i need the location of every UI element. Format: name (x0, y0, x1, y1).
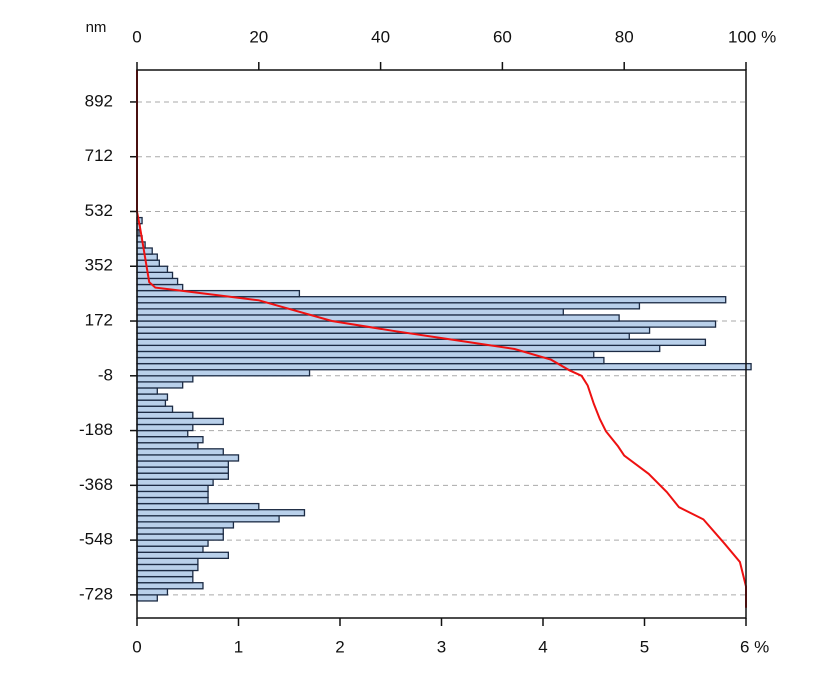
bar (136, 332, 630, 340)
bar (136, 551, 229, 560)
bar (136, 411, 194, 420)
bar (136, 375, 194, 383)
bar (136, 296, 727, 304)
bar (136, 308, 564, 316)
bar (136, 472, 229, 480)
x2-tick-label: 100 % (728, 27, 776, 46)
bar (136, 253, 158, 261)
bar (136, 460, 229, 468)
bar (136, 521, 235, 529)
bar (136, 369, 311, 377)
bar (136, 436, 204, 444)
bar (136, 387, 158, 395)
x-tick-label: 6 % (740, 637, 769, 656)
bar (136, 381, 184, 389)
bar (136, 575, 194, 584)
bar (136, 533, 224, 541)
x2-tick-label: 40 (371, 27, 390, 46)
bar (136, 265, 169, 273)
x-tick-label: 0 (132, 637, 141, 656)
bar (136, 527, 224, 535)
y-tick-label: -728 (79, 584, 113, 603)
y-tick-label: -8 (98, 365, 113, 384)
bar (136, 417, 224, 426)
x2-tick-label: 20 (249, 27, 268, 46)
bar (136, 405, 174, 413)
y-tick-label: 172 (85, 311, 113, 330)
y-tick-label: 352 (85, 256, 113, 275)
bar (136, 502, 260, 511)
bar (136, 545, 204, 553)
bar (136, 259, 160, 267)
y-tick-label: 532 (85, 201, 113, 220)
bar (136, 490, 209, 499)
bar (136, 588, 169, 596)
bar (136, 314, 620, 322)
bar (136, 423, 194, 432)
bar (136, 515, 280, 523)
bar (136, 448, 224, 456)
bar (136, 496, 209, 505)
y-tick-label: -548 (79, 530, 113, 549)
bar (136, 484, 209, 493)
bar (136, 393, 169, 401)
cumulative-line (136, 70, 747, 608)
y-axis-label: nm (86, 19, 107, 36)
x2-tick-label: 80 (615, 27, 634, 46)
bar (136, 466, 229, 474)
bar (136, 356, 605, 365)
x-tick-label: 2 (335, 637, 344, 656)
bar (136, 478, 214, 486)
y-tick-label: -368 (79, 475, 113, 494)
y-tick-label: 712 (85, 146, 113, 165)
y-tick-label: 892 (85, 91, 113, 110)
x-tick-label: 5 (640, 637, 649, 656)
bar (136, 509, 306, 517)
x2-tick-label: 0 (132, 27, 141, 46)
bar (136, 563, 199, 572)
y-tick-label: -188 (79, 420, 113, 439)
bar (136, 582, 204, 590)
bar (136, 569, 194, 578)
bar (136, 539, 209, 547)
bar (136, 594, 158, 602)
x-tick-label: 1 (234, 637, 243, 656)
bar (136, 454, 240, 462)
bar (136, 429, 189, 438)
x2-tick-label: 60 (493, 27, 512, 46)
x-tick-label: 3 (437, 637, 446, 656)
bar (136, 399, 167, 407)
bar (136, 271, 174, 280)
bar (136, 557, 199, 566)
bar (136, 302, 641, 310)
bar (136, 320, 717, 328)
bar (136, 344, 661, 353)
bar (136, 362, 752, 371)
bar (136, 338, 707, 347)
x-tick-label: 4 (538, 637, 547, 656)
bar (136, 442, 199, 450)
bar (136, 277, 179, 286)
